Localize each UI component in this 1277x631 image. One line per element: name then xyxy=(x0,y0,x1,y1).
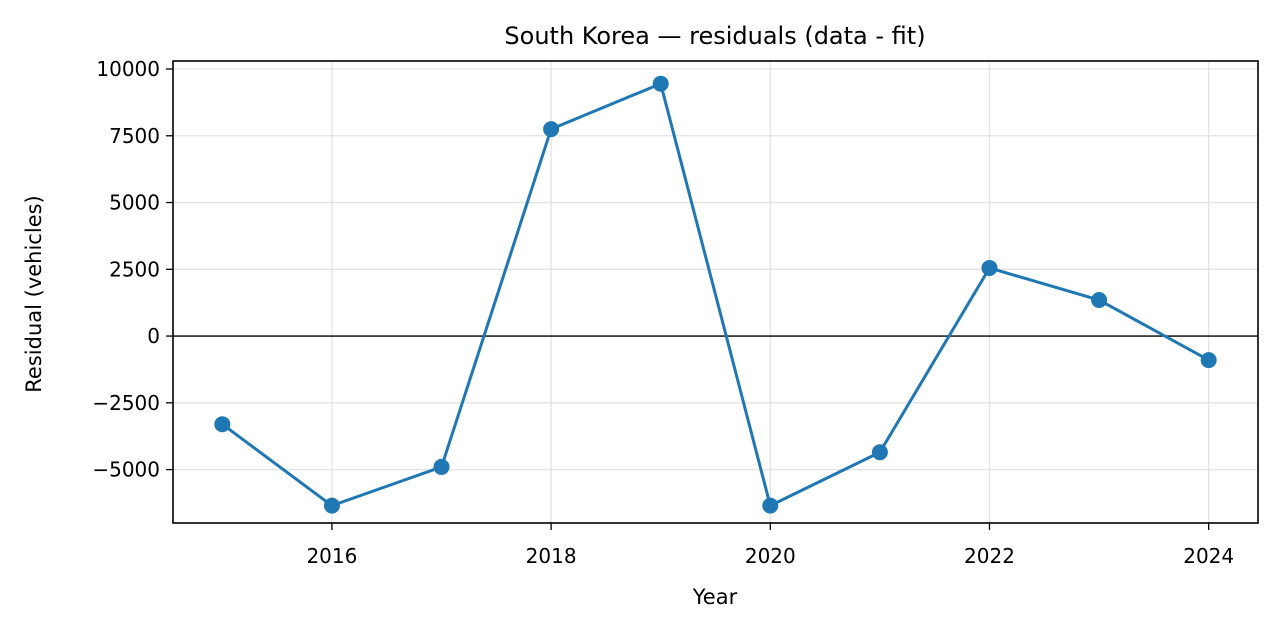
x-tick-label: 2016 xyxy=(306,544,357,568)
x-axis-ticks: 2016 2018 2020 2022 2024 xyxy=(306,523,1234,568)
x-tick-label: 2018 xyxy=(526,544,577,568)
plot-frame xyxy=(172,60,1259,524)
series-group xyxy=(214,75,1217,514)
series-line xyxy=(221,82,1210,508)
data-point xyxy=(981,259,998,276)
chart-title: South Korea — residuals (data - fit) xyxy=(504,22,925,50)
data-point xyxy=(762,497,779,514)
grid-lines xyxy=(173,61,1258,523)
data-point xyxy=(214,416,231,433)
y-tick-label: 7500 xyxy=(109,124,160,148)
y-tick-label: −2500 xyxy=(92,391,160,415)
data-point xyxy=(543,121,560,138)
y-tick-label: 5000 xyxy=(109,191,160,215)
data-point xyxy=(1091,292,1108,309)
y-tick-label: −5000 xyxy=(92,458,160,482)
x-axis-title: Year xyxy=(692,585,738,609)
data-point xyxy=(652,75,669,92)
data-point xyxy=(1200,352,1217,369)
data-point xyxy=(433,458,450,475)
data-point xyxy=(871,444,888,461)
data-point xyxy=(323,497,340,514)
y-tick-label: 0 xyxy=(147,324,160,348)
y-tick-label: 10000 xyxy=(96,57,160,81)
y-axis-title: Residual (vehicles) xyxy=(22,195,46,392)
y-tick-label: 2500 xyxy=(109,257,160,281)
y-axis-ticks: −5000 −2500 0 2500 5000 7500 10000 xyxy=(92,57,173,482)
x-tick-label: 2024 xyxy=(1183,544,1234,568)
x-tick-label: 2022 xyxy=(964,544,1015,568)
x-tick-label: 2020 xyxy=(745,544,796,568)
